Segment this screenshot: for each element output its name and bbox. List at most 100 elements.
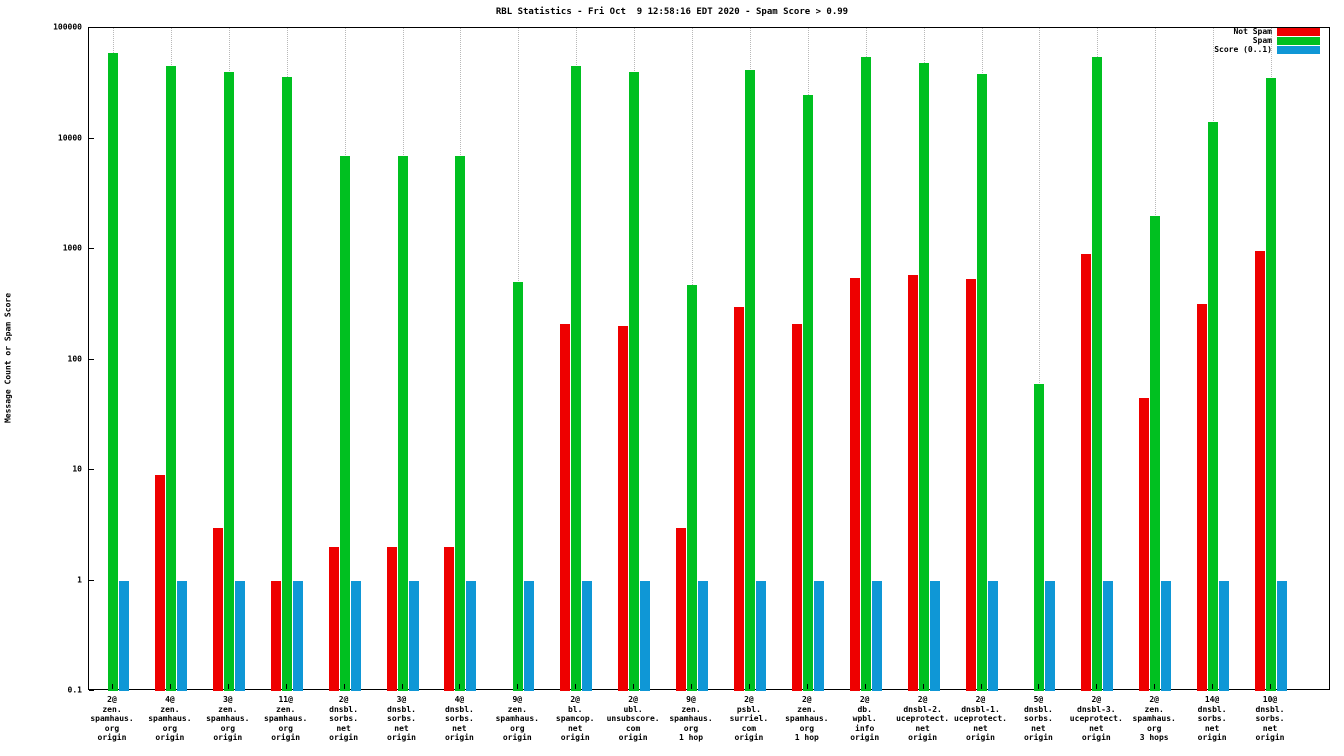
legend-row: Spam: [1214, 36, 1320, 45]
bar-not-spam: [965, 279, 976, 691]
bar-spam: [1266, 78, 1276, 691]
y-tick-label: 100: [67, 354, 82, 363]
x-tick-mark: [112, 684, 113, 689]
bar-score-0-1-: [292, 580, 303, 691]
bar-score-0-1-: [987, 580, 998, 691]
bar-score-0-1-: [408, 580, 419, 691]
y-axis-label: Message Count or Spam Score: [3, 292, 13, 424]
y-tick-mark: [89, 248, 94, 249]
bar-not-spam: [386, 547, 397, 691]
x-tick-mark: [748, 684, 750, 689]
x-tick-mark: [633, 684, 635, 689]
bar-score-0-1-: [119, 580, 129, 691]
bar-not-spam: [1081, 254, 1092, 691]
bar-score-0-1-: [234, 580, 245, 691]
bar-score-0-1-: [871, 580, 882, 691]
y-tick-label: 10: [72, 464, 82, 474]
bar-not-spam: [212, 527, 223, 691]
bar-score-0-1-: [929, 580, 940, 691]
bar-score-0-1-: [640, 580, 651, 691]
legend-label: Spam: [1252, 36, 1272, 45]
x-tick-mark: [517, 684, 519, 689]
x-tick-mark: [922, 684, 924, 689]
x-tick-mark: [285, 684, 287, 689]
x-tick-mark: [864, 684, 866, 689]
bar-spam: [339, 155, 350, 691]
bar-not-spam: [733, 306, 744, 691]
bar-not-spam: [907, 275, 918, 691]
bar-spam: [571, 66, 582, 691]
x-tick-mark: [575, 684, 577, 689]
bar-spam: [802, 94, 813, 691]
x-category-label: 11@ zen. spamhaus. org origin: [264, 695, 308, 742]
y-tick-mark: [89, 137, 94, 139]
x-category-label: 2@ dnsbl. sorbs. net origin: [329, 695, 359, 742]
y-tick-mark: [89, 27, 94, 28]
bar-spam: [1208, 122, 1219, 691]
x-tick-mark: [806, 684, 808, 689]
x-tick-mark: [1096, 684, 1098, 689]
x-tick-mark: [980, 684, 982, 689]
bar-spam: [1150, 215, 1161, 691]
bar-spam: [744, 69, 755, 691]
x-category-label: 2@ zen. spamhaus. org origin: [90, 695, 134, 742]
x-tick-mark: [1154, 684, 1156, 689]
legend-label: Score (0..1): [1214, 45, 1272, 54]
bar-not-spam: [328, 547, 339, 691]
bar-spam: [223, 71, 234, 691]
bar-not-spam: [849, 277, 860, 691]
x-category-label: 2@ dnsbl-2. uceprotect. net origin: [896, 695, 950, 742]
x-tick-mark: [459, 684, 461, 689]
legend-swatch: [1277, 45, 1320, 54]
bar-not-spam: [270, 580, 281, 691]
bar-not-spam: [1197, 303, 1208, 691]
x-category-label: 4@ zen. spamhaus. org origin: [148, 695, 192, 742]
y-tick-mark: [89, 579, 94, 581]
gridline: [1039, 28, 1041, 691]
bar-not-spam: [560, 323, 571, 691]
bar-score-0-1-: [1219, 580, 1230, 691]
bar-spam: [1034, 384, 1045, 691]
bar-not-spam: [1139, 397, 1150, 691]
x-category-label: 2@ zen. spamhaus. org 3 hops: [1132, 695, 1176, 742]
bar-spam: [918, 63, 929, 691]
bar-not-spam: [154, 475, 165, 691]
bar-score-0-1-: [755, 580, 766, 691]
bar-score-0-1-: [524, 580, 535, 691]
bar-score-0-1-: [1277, 580, 1287, 691]
x-category-label: 4@ dnsbl. sorbs. net origin: [444, 695, 474, 742]
bar-score-0-1-: [1045, 580, 1056, 691]
x-tick-mark: [1212, 684, 1214, 689]
x-category-label: 2@ dnsbl-3. uceprotect. net origin: [1069, 695, 1123, 742]
bar-score-0-1-: [1103, 580, 1114, 691]
bar-score-0-1-: [582, 580, 593, 691]
x-category-label: 2@ db. wpbl. info origin: [850, 695, 880, 742]
plot-area: [88, 27, 1330, 691]
bar-not-spam: [618, 326, 629, 691]
bar-not-spam: [1255, 251, 1265, 691]
bar-not-spam: [676, 527, 686, 691]
y-tick-mark: [89, 690, 94, 691]
x-category-label: 2@ ubl. unsubscore. com origin: [606, 695, 660, 742]
bar-spam: [1092, 56, 1103, 691]
x-category-label: 2@ bl. spamcop. net origin: [555, 695, 595, 742]
x-category-label: 2@ zen. spamhaus. org 1 hop: [785, 695, 829, 742]
bar-spam: [397, 155, 408, 691]
bar-score-0-1-: [813, 580, 824, 691]
bar-score-0-1-: [176, 580, 187, 691]
legend-swatch: [1277, 36, 1320, 45]
bar-score-0-1-: [1161, 580, 1172, 691]
legend: Not Spam Spam Score (0..1): [1214, 27, 1320, 54]
x-category-label: 9@ zen. spamhaus. org origin: [495, 695, 539, 742]
legend-label: Not Spam: [1233, 27, 1272, 36]
bar-spam: [455, 155, 466, 691]
x-tick-mark: [1270, 684, 1271, 689]
x-category-label: 10@ dnsbl. sorbs. net origin: [1255, 695, 1285, 742]
x-tick-mark: [227, 684, 229, 689]
bar-spam: [860, 56, 871, 691]
legend-swatch: [1277, 27, 1320, 36]
bar-score-0-1-: [466, 580, 477, 691]
bar-spam: [687, 285, 697, 691]
legend-row: Not Spam: [1214, 27, 1320, 36]
